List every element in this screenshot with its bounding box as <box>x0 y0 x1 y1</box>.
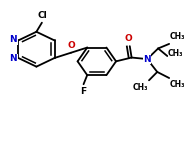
Text: N: N <box>10 54 17 63</box>
Text: CH₃: CH₃ <box>170 80 186 89</box>
Text: O: O <box>68 41 76 50</box>
Text: CH₃: CH₃ <box>170 32 185 41</box>
Text: Cl: Cl <box>38 11 48 20</box>
Text: F: F <box>81 87 87 96</box>
Text: N: N <box>143 55 151 63</box>
Text: O: O <box>124 34 132 43</box>
Text: N: N <box>10 35 17 44</box>
Text: CH₃: CH₃ <box>168 49 183 58</box>
Text: CH₃: CH₃ <box>133 83 148 92</box>
